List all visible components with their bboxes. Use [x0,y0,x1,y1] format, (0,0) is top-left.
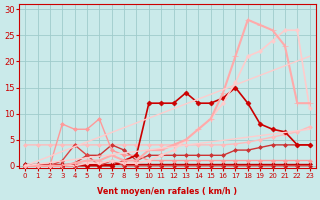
X-axis label: Vent moyen/en rafales ( km/h ): Vent moyen/en rafales ( km/h ) [97,187,237,196]
